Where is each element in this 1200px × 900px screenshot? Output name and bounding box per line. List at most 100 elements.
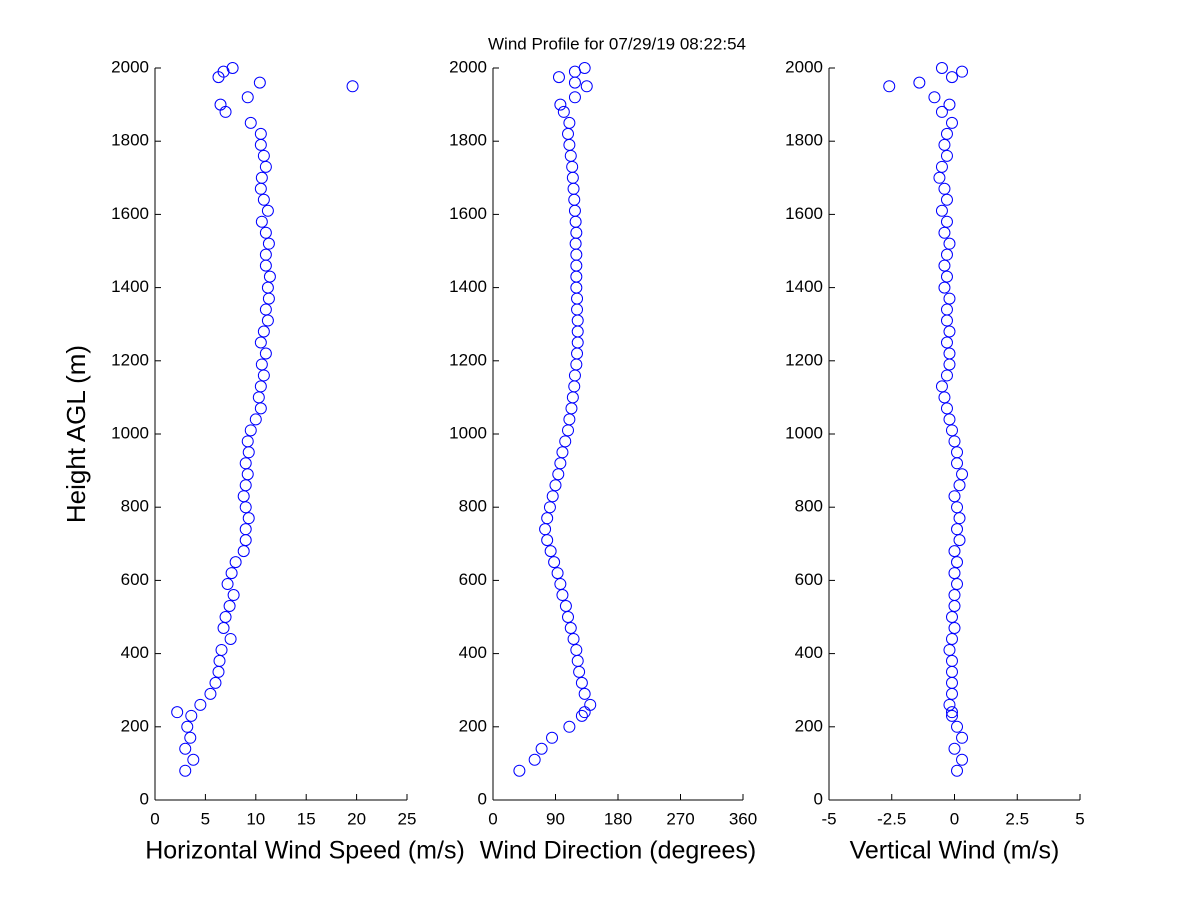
data-point <box>546 731 559 744</box>
y-tick-label: 800 <box>121 497 149 516</box>
data-point <box>214 98 227 111</box>
data-point <box>239 457 252 470</box>
x-axis-label: Vertical Wind (m/s) <box>850 837 1060 865</box>
y-tick-label: 1000 <box>449 423 487 442</box>
data-point <box>204 687 217 700</box>
data-point <box>948 490 961 503</box>
data-point <box>951 720 964 733</box>
y-tick-label: 0 <box>478 789 487 808</box>
data-point <box>951 523 964 536</box>
data-point <box>584 698 597 711</box>
data-point <box>559 600 572 613</box>
data-point <box>549 479 562 492</box>
data-point <box>187 753 200 766</box>
data-point <box>943 643 956 656</box>
data-point <box>259 303 272 316</box>
data-point <box>953 534 966 547</box>
y-tick-label: 600 <box>121 570 149 589</box>
data-point <box>935 380 948 393</box>
data-point <box>945 116 958 129</box>
data-point <box>940 193 953 206</box>
data-point <box>551 567 564 580</box>
y-tick-label: 1800 <box>111 131 149 150</box>
data-point <box>943 237 956 250</box>
data-point <box>945 654 958 667</box>
data-point <box>544 545 557 558</box>
y-tick-label: 600 <box>795 570 823 589</box>
data-point <box>940 248 953 261</box>
data-point <box>185 709 198 722</box>
x-tick-label: 180 <box>604 809 632 828</box>
data-point <box>227 589 240 602</box>
data-point <box>938 391 951 404</box>
data-point <box>938 138 951 151</box>
data-point <box>945 611 958 623</box>
data-point <box>928 91 941 104</box>
data-point <box>951 446 964 459</box>
data-point <box>259 347 272 360</box>
y-tick-label: 1800 <box>785 131 823 150</box>
x-tick-label: 10 <box>246 809 265 828</box>
data-point <box>570 643 583 656</box>
x-tick-label: 0 <box>950 809 959 828</box>
data-point <box>543 501 556 514</box>
data-point <box>262 237 275 250</box>
data-point <box>948 545 961 558</box>
y-tick-label: 800 <box>459 497 487 516</box>
data-point <box>548 556 561 569</box>
x-tick-label: 360 <box>729 809 757 828</box>
data-point <box>935 204 948 217</box>
data-point <box>935 62 948 74</box>
y-tick-label: 0 <box>814 789 823 808</box>
y-tick-label: 200 <box>121 716 149 735</box>
data-point <box>943 698 956 711</box>
data-point <box>953 512 966 525</box>
data-point <box>257 149 270 162</box>
y-tick-label: 400 <box>121 643 149 662</box>
data-point <box>956 65 969 78</box>
data-point <box>948 621 961 634</box>
data-point <box>578 687 591 700</box>
data-point <box>945 71 958 84</box>
x-axis-label: Horizontal Wind Speed (m/s) <box>145 837 465 865</box>
data-point <box>513 764 526 777</box>
x-tick-label: 15 <box>297 809 316 828</box>
data-point <box>528 753 541 766</box>
x-tick-label: 0 <box>150 809 159 828</box>
data-point <box>945 632 958 645</box>
data-point <box>219 611 232 623</box>
x-tick-label: 0 <box>488 809 497 828</box>
data-point <box>255 358 268 371</box>
y-tick-label: 0 <box>140 789 149 808</box>
data-point <box>943 347 956 360</box>
data-point <box>241 435 254 448</box>
data-point <box>559 435 572 448</box>
y-tick-label: 1200 <box>111 350 149 369</box>
data-point <box>940 303 953 316</box>
data-point <box>943 325 956 338</box>
data-point <box>563 116 576 129</box>
y-tick-label: 1000 <box>111 423 149 442</box>
y-tick-label: 1600 <box>449 204 487 223</box>
data-point <box>953 479 966 492</box>
data-point <box>945 706 958 719</box>
data-point <box>940 270 953 283</box>
y-tick-label: 800 <box>795 497 823 516</box>
data-point <box>563 720 576 733</box>
x-axis-label: Wind Direction (degrees) <box>480 837 757 865</box>
data-point <box>179 764 192 777</box>
data-point <box>948 567 961 580</box>
data-point <box>255 171 268 184</box>
y-tick-label: 2000 <box>449 57 487 76</box>
data-point <box>546 490 559 503</box>
data-point <box>951 578 964 591</box>
x-tick-label: 5 <box>1075 809 1084 828</box>
y-tick-label: 1600 <box>111 204 149 223</box>
data-point <box>951 501 964 514</box>
y-tick-label: 200 <box>459 716 487 735</box>
data-point <box>541 512 554 525</box>
data-point <box>938 182 951 195</box>
y-tick-label: 2000 <box>785 57 823 76</box>
x-tick-label: 2.5 <box>1005 809 1029 828</box>
data-point <box>956 731 969 744</box>
